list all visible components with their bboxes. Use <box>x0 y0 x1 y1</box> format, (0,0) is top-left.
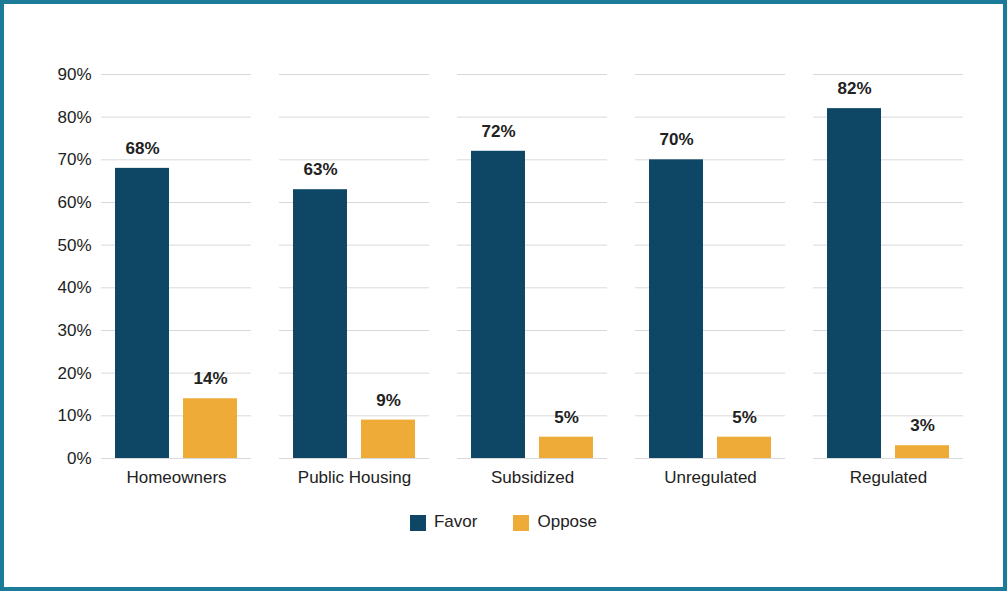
svg-text:Public Housing: Public Housing <box>298 468 411 487</box>
svg-text:30%: 30% <box>57 321 91 340</box>
svg-text:0%: 0% <box>67 449 92 468</box>
svg-text:80%: 80% <box>57 108 91 127</box>
svg-text:60%: 60% <box>57 193 91 212</box>
svg-text:68%: 68% <box>125 139 159 158</box>
svg-text:20%: 20% <box>57 364 91 383</box>
svg-text:Homeowners: Homeowners <box>126 468 226 487</box>
svg-text:10%: 10% <box>57 406 91 425</box>
svg-text:90%: 90% <box>57 65 91 84</box>
svg-text:3%: 3% <box>910 416 935 435</box>
svg-text:5%: 5% <box>732 408 757 427</box>
svg-text:82%: 82% <box>837 79 871 98</box>
html-text:Oppose: Oppose <box>537 512 597 531</box>
svg-text:50%: 50% <box>57 236 91 255</box>
svg-text:Subsidized: Subsidized <box>491 468 574 487</box>
svg-text:14%: 14% <box>193 369 227 388</box>
svg-text:Unregulated: Unregulated <box>664 468 757 487</box>
svg-text:5%: 5% <box>554 408 579 427</box>
svg-text:70%: 70% <box>57 150 91 169</box>
svg-text:70%: 70% <box>659 130 693 149</box>
svg-text:40%: 40% <box>57 278 91 297</box>
svg-text:Regulated: Regulated <box>850 468 928 487</box>
html-text:Favor: Favor <box>434 512 478 531</box>
svg-text:9%: 9% <box>376 391 401 410</box>
svg-text:72%: 72% <box>481 122 515 141</box>
svg-text:63%: 63% <box>303 160 337 179</box>
